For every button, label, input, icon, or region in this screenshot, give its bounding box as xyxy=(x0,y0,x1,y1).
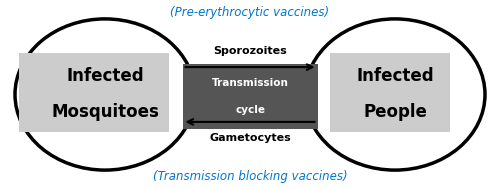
Text: (Pre-erythrocytic vaccines): (Pre-erythrocytic vaccines) xyxy=(170,6,330,19)
Text: People: People xyxy=(363,102,427,121)
FancyBboxPatch shape xyxy=(182,64,318,129)
Text: Mosquitoes: Mosquitoes xyxy=(51,102,159,121)
Text: (Transmission blocking vaccines): (Transmission blocking vaccines) xyxy=(152,170,348,183)
Text: Infected: Infected xyxy=(66,67,144,85)
FancyBboxPatch shape xyxy=(19,53,169,132)
Text: Gametocytes: Gametocytes xyxy=(209,133,291,143)
FancyBboxPatch shape xyxy=(330,53,450,132)
Text: Infected: Infected xyxy=(356,67,434,85)
Text: cycle: cycle xyxy=(235,105,265,115)
Text: Transmission: Transmission xyxy=(212,78,288,88)
Ellipse shape xyxy=(305,19,485,170)
Text: Sporozoites: Sporozoites xyxy=(213,46,287,56)
Ellipse shape xyxy=(15,19,195,170)
